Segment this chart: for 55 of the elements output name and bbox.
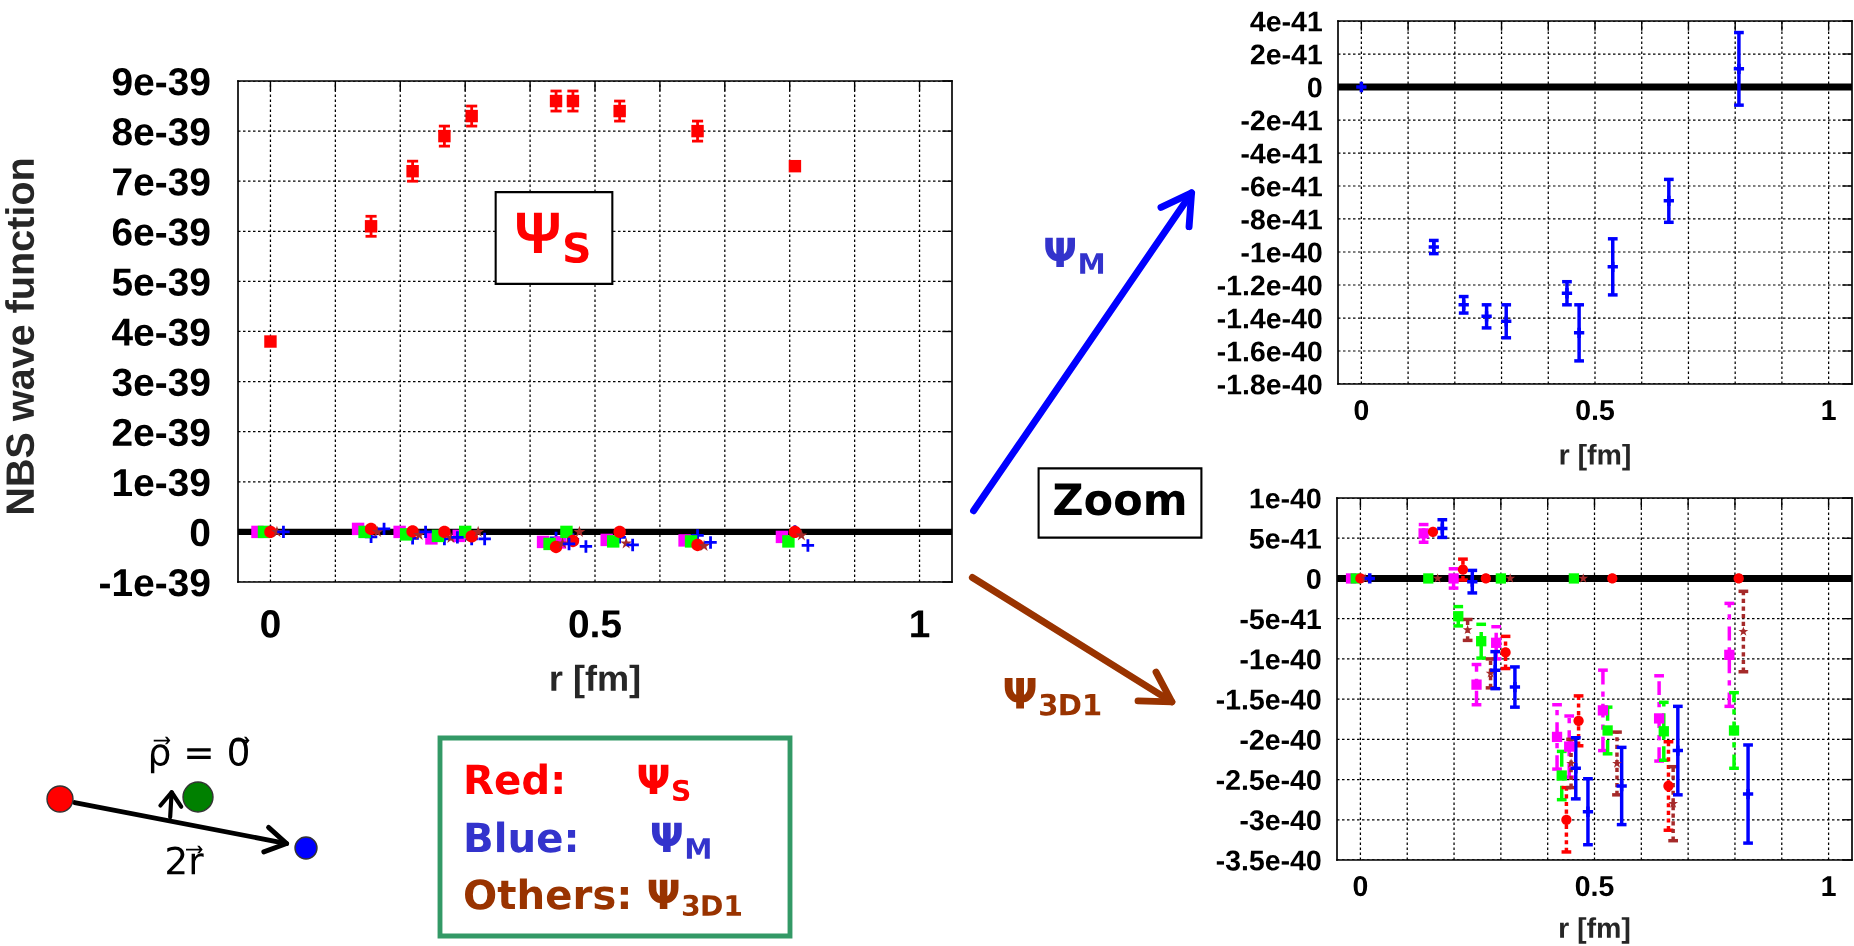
text: Blue: Ψ$_{M}$ (466, 821, 710, 859)
y-tick-label: 7e-39 (113, 168, 210, 196)
x-tick-label: 0 (261, 610, 280, 638)
text: Zoom (1054, 483, 1185, 516)
y-tick-label: 1e-40 (1250, 488, 1321, 509)
y-tick-label: 2e-39 (112, 418, 210, 447)
text: Ψ$_{3D1}$ (1004, 678, 1101, 716)
y-tick-label: 5e-39 (112, 268, 210, 296)
y-tick-label: 4e-41 (1250, 11, 1322, 32)
text: 2r⃗ (167, 845, 204, 875)
y-tick-label: -2.5e-40 (1216, 769, 1321, 791)
x-axis-title: r [fm] (551, 664, 640, 699)
y-tick-label: -1e-39 (100, 568, 210, 597)
x-tick-label: 0 (1354, 400, 1369, 421)
y-tick-label: -4e-41 (1241, 143, 1322, 164)
x-tick-label: 1 (1822, 876, 1836, 896)
y-tick-label: 0 (190, 518, 210, 547)
y-tick-label: -3.5e-40 (1216, 850, 1321, 871)
y-tick-label: 0 (1308, 77, 1322, 98)
y-tick-label: 8e-39 (112, 118, 210, 146)
y-tick-label: -1.5e-40 (1216, 689, 1321, 710)
text: Red: Ψ$_{S}$ (466, 763, 690, 802)
y-tick-label: 0 (1307, 568, 1321, 590)
x-tick-label: 1 (1822, 400, 1836, 420)
text: Others: Ψ$_{3D1}$ (465, 878, 742, 917)
y-axis-title: NBS wave function (5, 159, 35, 514)
y-tick-label: 9e-39 (112, 67, 210, 96)
x-axis-title: r [fm] (1560, 443, 1630, 471)
x-tick-label: 1 (911, 610, 930, 638)
text: ρ⃗ = 0⃗ (150, 736, 250, 774)
y-tick-label: 1e-39 (113, 468, 210, 497)
y-tick-label: -5e-41 (1240, 609, 1321, 630)
x-tick-label: 0.5 (1575, 876, 1614, 897)
y-tick-label: -1.2e-40 (1217, 275, 1322, 296)
y-tick-label: -1.8e-40 (1217, 374, 1322, 395)
y-tick-label: -1e-40 (1241, 242, 1322, 263)
y-tick-label: -8e-41 (1241, 209, 1322, 230)
x-tick-label: 0 (1353, 876, 1368, 897)
y-tick-label: 3e-39 (112, 368, 210, 397)
y-tick-label: 2e-41 (1250, 44, 1322, 65)
y-tick-label: 4e-39 (112, 318, 210, 347)
y-tick-label: -3e-40 (1240, 810, 1321, 831)
y-tick-label: -1.4e-40 (1217, 308, 1322, 329)
y-tick-label: -1e-40 (1240, 649, 1321, 670)
y-tick-label: -2e-41 (1241, 110, 1322, 131)
x-tick-label: 0.5 (1576, 400, 1614, 421)
annotation: Ψ$_{S}$ (517, 212, 589, 264)
text: Ψ$_{M}$ (1045, 237, 1104, 274)
y-tick-label: -2e-40 (1240, 729, 1321, 750)
x-tick-label: 0.5 (569, 610, 621, 638)
y-tick-label: 5e-41 (1249, 528, 1321, 549)
y-tick-label: -6e-41 (1241, 176, 1322, 197)
y-tick-label: 6e-39 (112, 218, 210, 246)
x-axis-title: r [fm] (1560, 917, 1630, 944)
y-tick-label: -1.6e-40 (1217, 341, 1322, 362)
